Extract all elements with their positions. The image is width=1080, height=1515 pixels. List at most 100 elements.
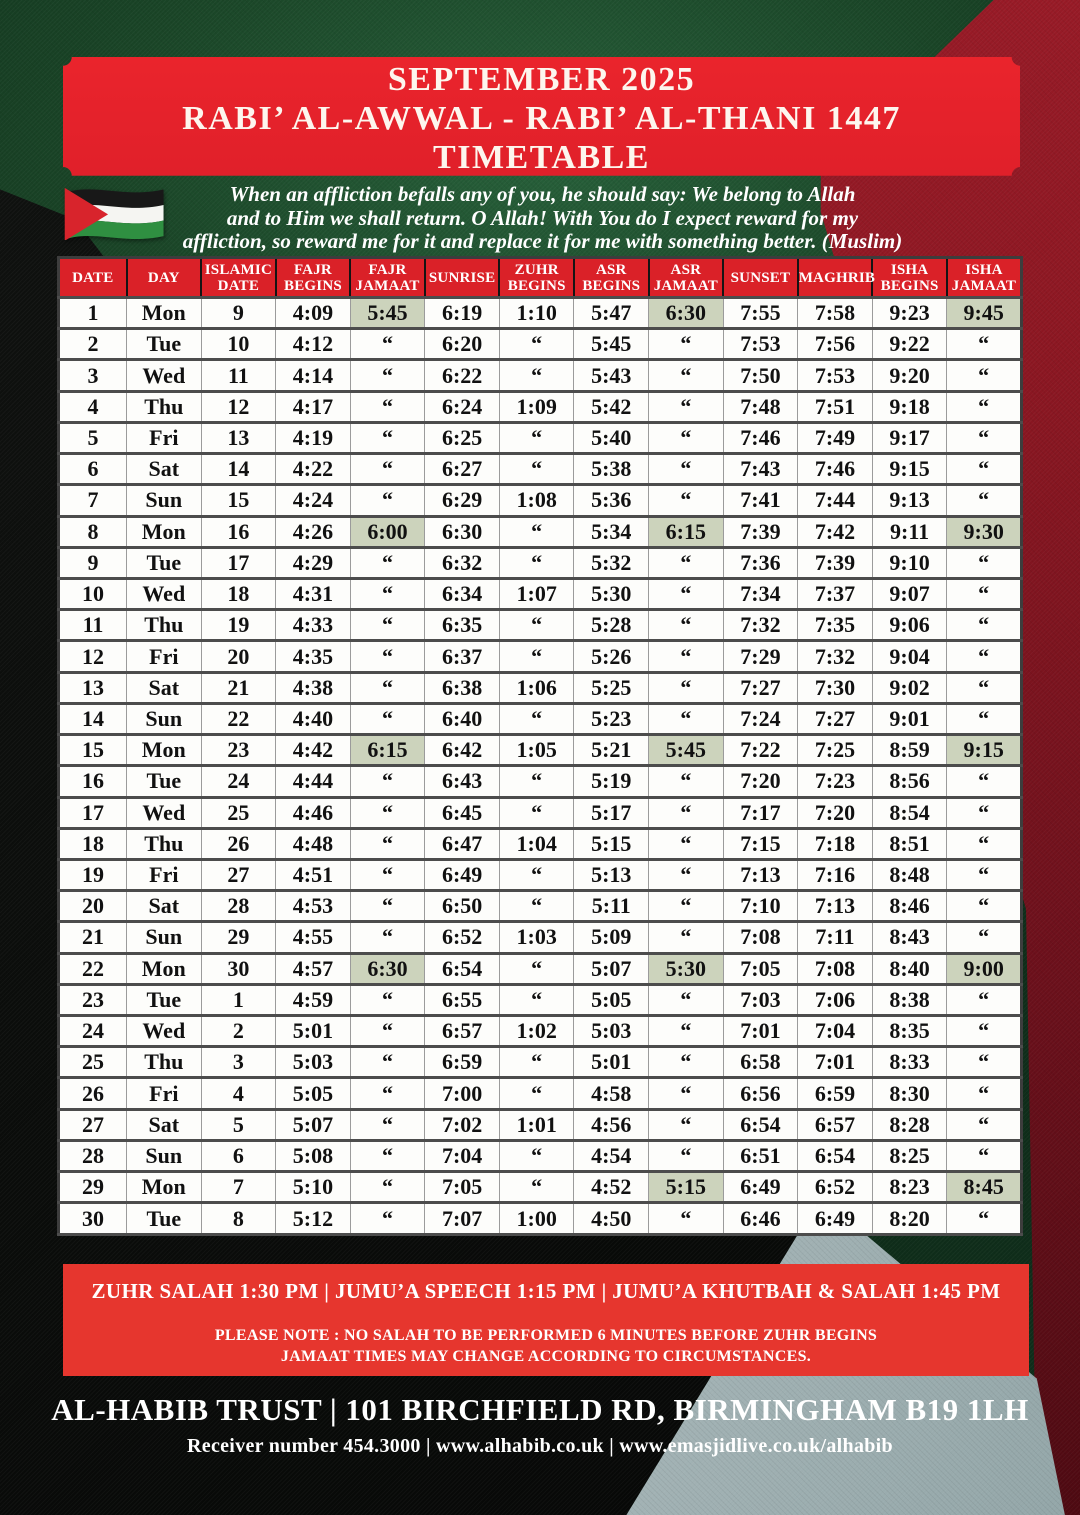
time-cell: 5:47 — [573, 295, 650, 331]
day-cell: Fri — [126, 1076, 202, 1111]
time-cell: “ — [349, 452, 426, 487]
time-cell: 7:39 — [797, 545, 873, 580]
time-cell: “ — [946, 1045, 1022, 1080]
time-cell: “ — [946, 327, 1022, 362]
time-cell: 1:07 — [498, 576, 575, 612]
day-cell: Sat — [126, 1107, 202, 1142]
time-cell: 6:45 — [424, 795, 500, 830]
time-cell: “ — [648, 982, 724, 1018]
table-row: 17 Wed 25 4:46 “6:45 “5:17 “7:17 7:20 8:54 “ — [58, 795, 1022, 830]
time-cell: “ — [648, 1107, 724, 1142]
time-cell: 9:10 — [871, 545, 948, 580]
date-cell: 29 — [58, 1170, 127, 1205]
salah-notes-box: ZUHR SALAH 1:30 PM | JUMU’A SPEECH 1:15 … — [63, 1264, 1029, 1376]
time-cell: “ — [648, 1014, 724, 1049]
time-cell: 7:55 — [722, 295, 799, 331]
islamic-month-title: RABI’ AL-AWWAL - RABI’ AL-THANI 1447 — [182, 100, 901, 137]
time-cell: 7:44 — [797, 483, 873, 518]
time-cell: 6:27 — [424, 452, 500, 487]
time-cell: 1:00 — [498, 1201, 575, 1236]
time-cell: 5:40 — [573, 420, 650, 456]
time-cell: “ — [349, 1107, 426, 1142]
date-cell: 20 — [58, 889, 127, 924]
time-cell: 6:54 — [797, 1138, 873, 1174]
time-cell: “ — [648, 1045, 724, 1080]
time-cell: 24 — [200, 764, 277, 799]
date-cell: 3 — [58, 358, 127, 393]
time-cell: 6:32 — [424, 545, 500, 580]
table-row: 9 Tue 17 4:29 “6:32 “5:32 “7:36 7:39 9:10 “ — [58, 545, 1022, 580]
time-cell: “ — [498, 795, 575, 830]
time-cell: “ — [349, 920, 426, 955]
time-cell: 8:40 — [871, 951, 948, 986]
time-cell: 7:07 — [424, 1201, 500, 1236]
date-cell: 18 — [58, 826, 127, 861]
time-cell: 7:58 — [797, 295, 873, 331]
time-cell: “ — [648, 576, 724, 612]
month-title: SEPTEMBER 2025 — [387, 61, 696, 98]
palestine-flag-icon — [63, 184, 167, 240]
time-cell: 9:04 — [871, 639, 948, 674]
day-cell: Tue — [126, 545, 202, 580]
time-cell: 4:57 — [275, 951, 351, 986]
time-cell: 8:23 — [871, 1170, 948, 1205]
column-header: SUNSET — [722, 256, 799, 299]
time-cell: “ — [349, 545, 426, 580]
time-cell: 7:16 — [797, 857, 873, 893]
time-cell: 6:20 — [424, 327, 500, 362]
time-cell: 7:32 — [722, 608, 799, 643]
time-cell: 6:52 — [424, 920, 500, 955]
time-cell: 7:27 — [722, 670, 799, 705]
time-cell: 9:23 — [871, 295, 948, 331]
time-cell: “ — [946, 1014, 1022, 1049]
time-cell: “ — [648, 1076, 724, 1111]
time-cell: “ — [648, 545, 724, 580]
time-cell: 6:40 — [424, 701, 500, 737]
date-cell: 14 — [58, 701, 127, 737]
time-cell: 5:38 — [573, 452, 650, 487]
time-cell: “ — [349, 327, 426, 362]
time-cell: 6 — [200, 1138, 277, 1174]
time-cell: “ — [498, 764, 575, 799]
time-cell: 7:37 — [797, 576, 873, 612]
time-cell: 4:14 — [275, 358, 351, 393]
time-cell: “ — [946, 639, 1022, 674]
time-cell: “ — [946, 701, 1022, 737]
time-cell: 26 — [200, 826, 277, 861]
time-cell: 12 — [200, 389, 277, 424]
time-cell: “ — [349, 670, 426, 705]
day-cell: Tue — [126, 982, 202, 1018]
time-cell: 6:37 — [424, 639, 500, 674]
time-cell: 4:53 — [275, 889, 351, 924]
time-cell: “ — [349, 857, 426, 893]
time-cell: 4:42 — [275, 733, 351, 768]
time-cell: 6:34 — [424, 576, 500, 612]
table-row: 6 Sat 14 4:22 “6:27 “5:38 “7:43 7:46 9:15 “ — [58, 452, 1022, 487]
time-cell: 6:58 — [722, 1045, 799, 1080]
table-row: 26 Fri 4 5:05 “7:00 “4:58 “6:56 6:59 8:30 “ — [58, 1076, 1022, 1111]
table-row: 2 Tue 10 4:12 “6:20 “5:45 “7:53 7:56 9:22 “ — [58, 327, 1022, 362]
time-cell: 1:05 — [498, 733, 575, 768]
time-cell: 6:59 — [797, 1076, 873, 1111]
time-cell: 5:26 — [573, 639, 650, 674]
time-cell: “ — [648, 358, 724, 393]
timetable-title: TIMETABLE — [433, 139, 650, 176]
time-cell: 3 — [200, 1045, 277, 1080]
time-cell: “ — [498, 608, 575, 643]
date-cell: 22 — [58, 951, 127, 986]
column-header: ISHA BEGINS — [871, 256, 948, 299]
time-cell: 6:56 — [722, 1076, 799, 1111]
time-cell: 8:54 — [871, 795, 948, 830]
time-cell: 5:28 — [573, 608, 650, 643]
time-cell: “ — [946, 857, 1022, 893]
time-cell: “ — [648, 857, 724, 893]
date-cell: 16 — [58, 764, 127, 799]
time-cell: “ — [498, 420, 575, 456]
time-cell: “ — [648, 483, 724, 518]
time-cell: 5:45 — [573, 327, 650, 362]
title-banner: SEPTEMBER 2025 RABI’ AL-AWWAL - RABI’ AL… — [63, 57, 1020, 176]
time-cell: 2 — [200, 1014, 277, 1049]
table-row: 5 Fri 13 4:19 “6:25 “5:40 “7:46 7:49 9:17 “ — [58, 420, 1022, 456]
day-cell: Fri — [126, 857, 202, 893]
